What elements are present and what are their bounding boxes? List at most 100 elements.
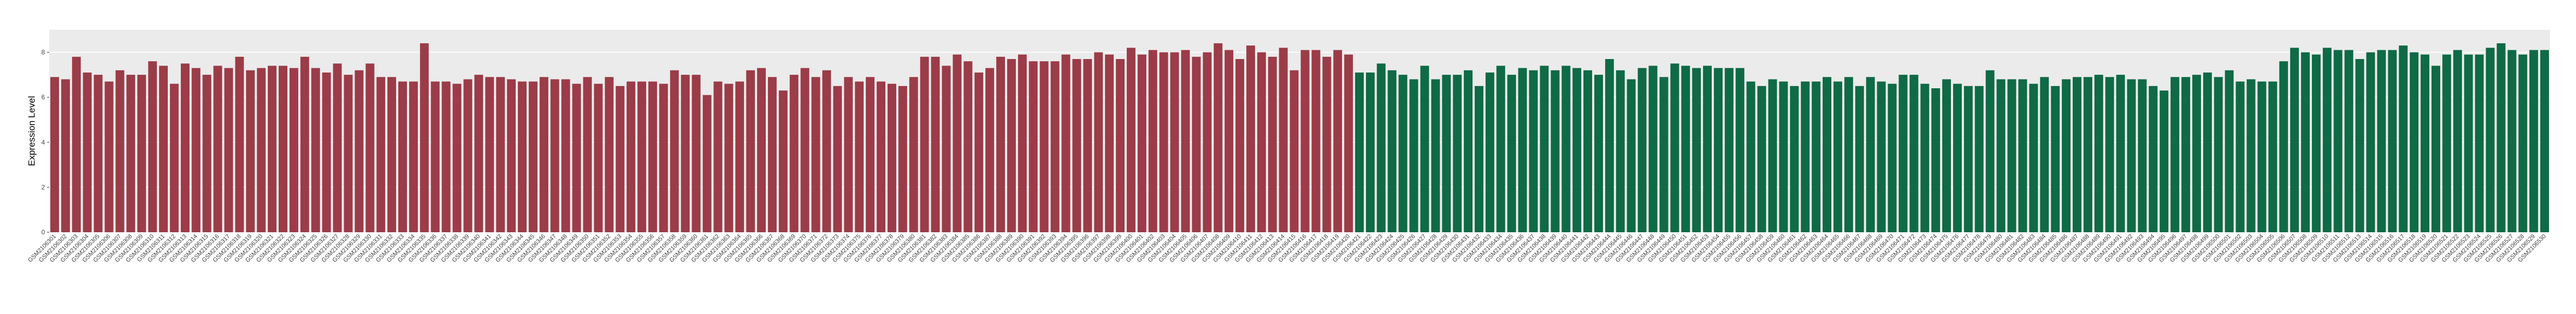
bar <box>746 70 755 233</box>
bar <box>1725 68 1734 233</box>
bar <box>529 81 538 233</box>
bar <box>1844 77 1854 232</box>
bar <box>550 79 560 232</box>
bar <box>833 86 842 232</box>
bar <box>2279 61 2288 232</box>
bar <box>2159 90 2168 232</box>
bar <box>1703 66 1712 232</box>
bar <box>844 77 853 232</box>
bar <box>2518 54 2527 232</box>
bar <box>648 81 658 233</box>
bar <box>2464 54 2473 232</box>
bar <box>1442 75 1451 232</box>
bar <box>148 61 157 232</box>
bar <box>1811 81 1821 233</box>
bar <box>1736 68 1745 233</box>
bar <box>2420 54 2429 232</box>
bar <box>540 77 549 232</box>
bar <box>909 77 918 232</box>
bar <box>1638 68 1647 233</box>
bar <box>1377 63 1386 232</box>
bar <box>1333 50 1342 233</box>
bar <box>1746 81 1756 233</box>
bar <box>1572 68 1581 233</box>
bar <box>800 68 810 233</box>
bar <box>2377 50 2386 233</box>
bar <box>2061 79 2071 232</box>
bar <box>2432 66 2441 232</box>
bar <box>1561 66 1570 232</box>
bar <box>790 75 799 232</box>
bar <box>2442 54 2452 232</box>
bar <box>1594 75 1604 232</box>
bar <box>2072 77 2082 232</box>
bar <box>2127 79 2136 232</box>
bar <box>724 83 733 232</box>
bar <box>1855 86 1864 232</box>
bar <box>409 81 418 233</box>
bar <box>1355 72 1364 232</box>
bar <box>1507 75 1516 232</box>
bar <box>822 70 831 233</box>
bar <box>659 83 668 232</box>
bar <box>1192 56 1201 232</box>
bar <box>1388 70 1397 233</box>
bar <box>942 66 951 232</box>
bar <box>485 77 494 232</box>
bar <box>496 77 505 232</box>
bar <box>615 86 625 232</box>
bar <box>2029 83 2038 232</box>
bar <box>72 56 81 232</box>
bar <box>224 68 233 233</box>
bar <box>1224 50 1233 233</box>
bar <box>1202 52 1212 233</box>
bar <box>300 56 310 232</box>
bar <box>1463 70 1473 233</box>
bar <box>1300 50 1310 233</box>
bar <box>1061 54 1070 232</box>
bar <box>1235 59 1245 233</box>
bar <box>1529 70 1538 233</box>
y-tick-label: 4 <box>41 139 45 146</box>
bar <box>888 83 897 232</box>
bar <box>1920 83 1929 232</box>
bar <box>963 61 972 232</box>
bar <box>1583 70 1592 233</box>
bar <box>61 79 70 232</box>
bar <box>692 75 701 232</box>
bar <box>311 68 320 233</box>
bar <box>420 43 429 232</box>
y-tick-label: 6 <box>41 94 45 101</box>
bar <box>1496 66 1506 232</box>
bar <box>594 83 603 232</box>
bar <box>1094 52 1103 233</box>
bar <box>626 81 635 233</box>
bar <box>2344 50 2354 233</box>
bar <box>2312 54 2321 232</box>
bar <box>2181 77 2190 232</box>
bar <box>257 68 266 233</box>
bar <box>1953 83 1962 232</box>
bar <box>2486 48 2495 232</box>
bar <box>2355 59 2364 233</box>
bar <box>1050 61 1060 232</box>
bar <box>192 68 201 233</box>
bar <box>1170 52 1179 233</box>
bar <box>1420 66 1429 232</box>
bar <box>2040 77 2049 232</box>
bar <box>1148 50 1158 233</box>
bar <box>126 75 135 232</box>
bar <box>1181 50 1190 233</box>
bar <box>2507 50 2516 233</box>
bar <box>517 81 527 233</box>
y-axis-label: Expression Level <box>27 96 37 166</box>
bar <box>170 83 179 232</box>
bar <box>1409 79 1418 232</box>
bar <box>159 66 168 232</box>
bar <box>561 79 570 232</box>
bar <box>2268 81 2277 233</box>
y-tick-label: 0 <box>41 228 45 236</box>
bar <box>1029 61 1038 232</box>
